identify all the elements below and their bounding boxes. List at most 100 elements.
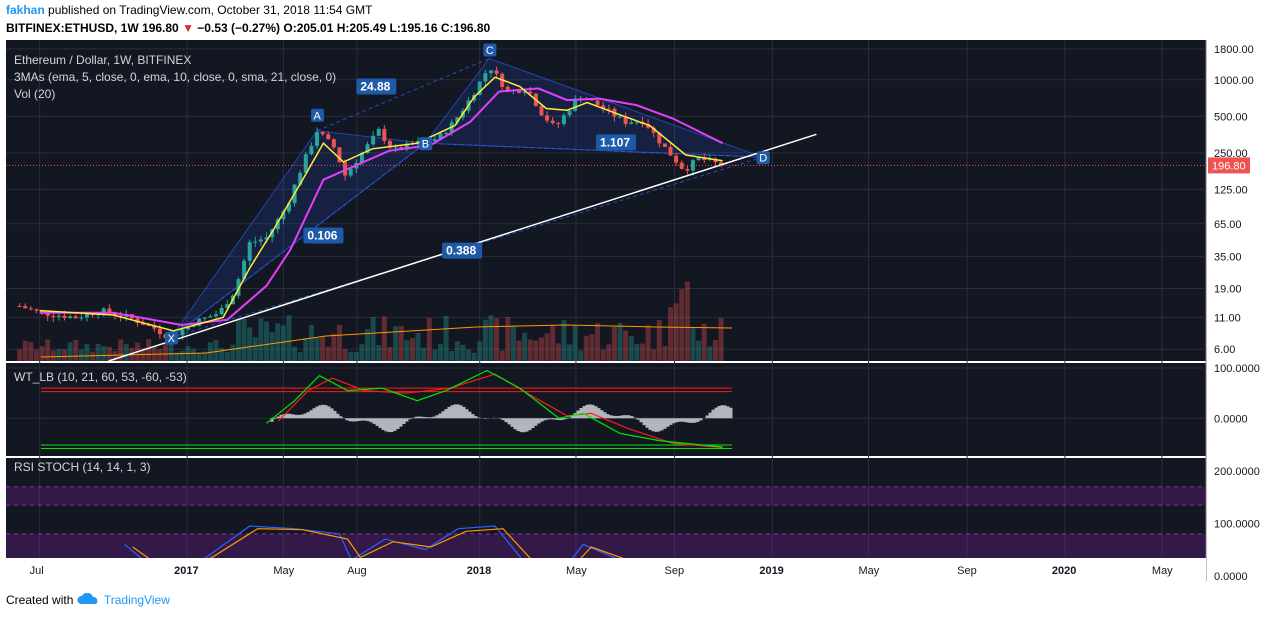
candle-body <box>719 162 724 166</box>
candle-body <box>444 132 449 134</box>
candle-body <box>455 117 460 123</box>
candle-body <box>376 128 381 136</box>
candle-body <box>34 309 39 311</box>
volume-bar <box>443 315 449 361</box>
volume-bar <box>656 319 662 361</box>
candle-body <box>550 120 555 124</box>
time-tick-label: Jul <box>30 565 44 577</box>
candle-body <box>528 91 533 94</box>
candle-body <box>606 108 611 110</box>
price-change: −0.53 (−0.27%) <box>197 21 281 35</box>
candle-body <box>539 106 544 116</box>
candle-body <box>522 91 527 93</box>
candle-body <box>236 279 241 296</box>
candle-body <box>561 115 566 124</box>
chart-canvas[interactable]: 1800.00 1000.00 500.00 250.00 125.00 65.00 35.… <box>6 40 1268 581</box>
volume-bar <box>101 346 107 361</box>
volume-bar <box>404 340 410 361</box>
volume-bar <box>454 341 460 361</box>
volume-bar <box>207 342 213 361</box>
pattern-point-b-label: B <box>422 139 429 151</box>
candle-body <box>359 152 364 164</box>
volume-legend: Vol (20) <box>14 87 55 101</box>
volume-bar <box>297 352 303 361</box>
stoch-tick-label: 0.0000 <box>1214 571 1248 581</box>
pattern-ratio-label: 1.107 <box>600 135 630 149</box>
volume-bar <box>499 350 505 361</box>
volume-bar <box>247 327 253 361</box>
volume-bar <box>196 352 202 361</box>
volume-bar <box>482 319 488 361</box>
volume-bar <box>22 340 28 361</box>
candle-body <box>264 237 269 240</box>
pattern-ratio-box <box>596 134 637 151</box>
volume-bar <box>712 340 718 361</box>
price-tick-label: 1000.00 <box>1214 75 1254 87</box>
time-tick-label: May <box>566 565 587 577</box>
candle-body <box>573 98 578 111</box>
volume-bar <box>662 346 668 361</box>
candle-body <box>101 308 106 315</box>
volume-bar <box>426 317 432 361</box>
volume-bar <box>325 346 331 361</box>
footer: Created with TradingView <box>6 592 170 607</box>
volume-bar <box>112 351 118 361</box>
volume-bar <box>365 329 371 361</box>
time-tick-label: 2018 <box>467 565 491 577</box>
candle-body <box>393 147 398 149</box>
volume-bar <box>533 340 539 361</box>
volume-bar <box>118 339 124 361</box>
pattern-ratio-line <box>170 142 426 338</box>
candle-body <box>662 143 667 147</box>
candle-body <box>242 260 247 280</box>
pattern-point-c-marker <box>483 43 497 57</box>
candle-body <box>326 134 331 140</box>
pattern-ratio-line <box>425 142 763 158</box>
volume-bar <box>673 303 679 361</box>
time-tick-label: Aug <box>347 565 367 577</box>
volume-bar <box>78 349 84 361</box>
volume-bar <box>106 346 112 361</box>
candle-body <box>219 308 224 315</box>
ohlc-line: BITFINEX:ETHUSD, 1W 196.80 ▼ −0.53 (−0.2… <box>6 21 490 35</box>
volume-bar <box>460 344 466 361</box>
tradingview-link[interactable]: TradingView <box>103 593 170 607</box>
time-tick-label: May <box>859 565 880 577</box>
candle-body <box>73 316 78 319</box>
candle-body <box>309 145 314 155</box>
time-tick-label: Sep <box>957 565 977 577</box>
volume-bar <box>684 281 690 361</box>
volume-bar <box>314 337 320 361</box>
sma21-line <box>39 87 724 327</box>
candle-body <box>303 154 308 173</box>
chart-background <box>6 40 1268 581</box>
pattern-ratio-label: 24.88 <box>360 80 390 94</box>
candle-body <box>629 122 634 124</box>
volume-bar <box>634 343 640 361</box>
volume-bar <box>28 342 34 361</box>
chart-title: Ethereum / Dollar, 1W, BITFINEX <box>14 53 191 67</box>
candle-body <box>51 315 56 317</box>
volume-bar <box>477 341 483 361</box>
down-arrow-icon: ▼ <box>182 21 194 35</box>
time-tick-label: Sep <box>665 565 685 577</box>
price-tick-label: 125.00 <box>1214 184 1248 196</box>
time-tick-label: 2017 <box>174 565 198 577</box>
volume-bar <box>690 327 696 361</box>
volume-bar <box>701 323 707 361</box>
candle-body <box>371 135 376 145</box>
author-name[interactable]: fakhan <box>6 3 45 17</box>
candle-body <box>320 132 325 135</box>
candle-body <box>315 132 320 146</box>
volume-bar <box>342 349 348 361</box>
volume-bar <box>286 315 292 361</box>
stoch-band <box>6 486 1206 506</box>
volume-bar <box>146 339 152 361</box>
volume-bar <box>331 333 337 361</box>
price-scale-background <box>1206 40 1268 581</box>
volume-bar <box>466 349 472 361</box>
volume-bar <box>191 348 197 361</box>
candle-body <box>253 241 258 243</box>
candle-body <box>483 73 488 82</box>
volume-bar <box>157 349 163 361</box>
